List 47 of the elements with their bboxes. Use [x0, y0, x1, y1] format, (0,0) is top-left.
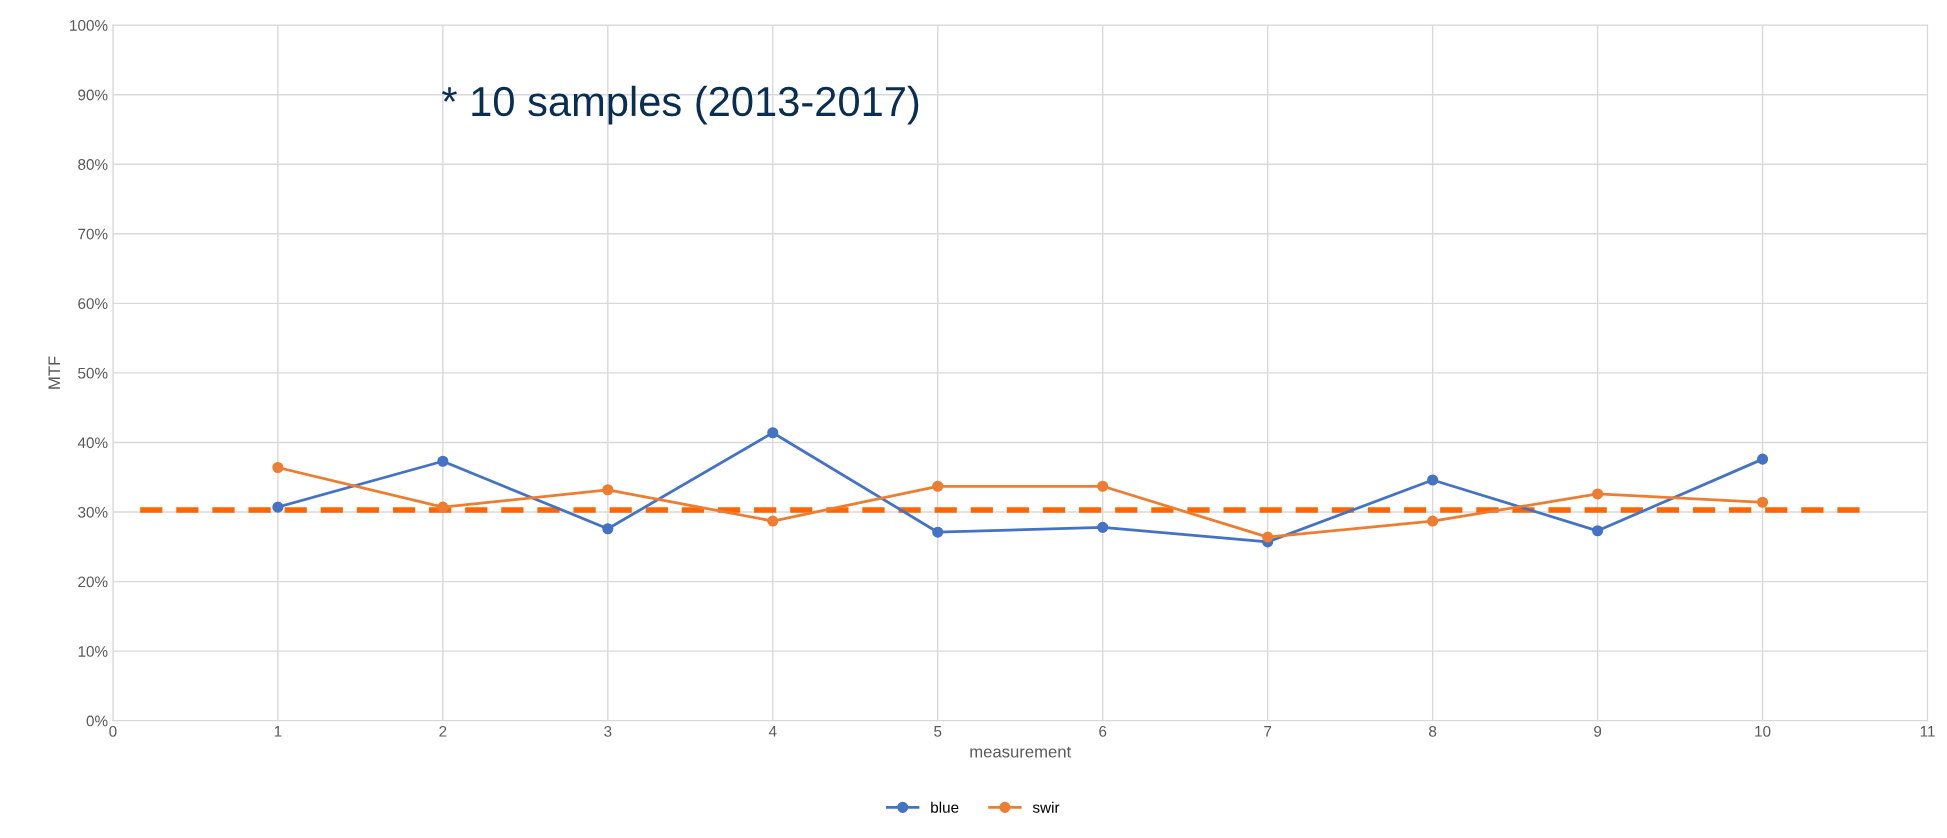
y-tick-label: 0% — [86, 715, 108, 727]
y-tick-label: 10% — [78, 645, 108, 657]
y-tick-label: 20% — [78, 576, 108, 588]
point — [272, 461, 284, 474]
x-tick-label: 7 — [1264, 726, 1272, 737]
point — [1262, 531, 1274, 543]
x-axis-title: measurement — [970, 746, 1072, 758]
annotation: * 10 samples (2013-2017) — [442, 85, 919, 125]
point — [1757, 453, 1769, 465]
x-tick-label: 10 — [1755, 725, 1771, 737]
y-tick-label: 40% — [77, 437, 108, 449]
point — [767, 427, 779, 439]
y-tick-label: 70% — [78, 228, 108, 240]
point — [1592, 488, 1604, 500]
y-tick-label: 90% — [78, 89, 108, 101]
point — [272, 501, 284, 513]
point — [767, 515, 779, 527]
point — [1097, 480, 1109, 492]
point — [1097, 521, 1109, 533]
y-tick-label: 30% — [78, 506, 108, 518]
x-tick-label: 5 — [934, 726, 942, 737]
y-tick-label: 50% — [78, 367, 108, 379]
point — [437, 455, 449, 467]
y-tick-label: 80% — [78, 159, 108, 170]
point — [602, 484, 614, 496]
y-axis-title: MTF — [48, 356, 60, 389]
x-tick-label: 3 — [604, 725, 612, 737]
x-tick-label: 0 — [109, 725, 117, 737]
y-tick-label: 60% — [78, 298, 108, 310]
legend-label: swir — [1032, 801, 1060, 813]
point — [1427, 515, 1439, 527]
point — [932, 526, 944, 538]
x-tick-label: 6 — [1099, 725, 1107, 737]
point — [602, 523, 614, 535]
x-tick-label: 2 — [439, 725, 447, 737]
point — [1427, 474, 1439, 486]
point — [1757, 496, 1769, 508]
legend-label: blue — [931, 801, 959, 813]
point — [1592, 525, 1604, 537]
x-tick-label: 9 — [1594, 725, 1602, 737]
x-tick-label: 1 — [274, 726, 282, 737]
x-tick-label: 11 — [1920, 726, 1935, 737]
x-tick-label: 4 — [768, 726, 777, 737]
point — [437, 501, 449, 513]
x-tick-label: 8 — [1429, 725, 1437, 737]
y-tick-label: 100% — [70, 20, 108, 31]
point — [932, 480, 944, 492]
